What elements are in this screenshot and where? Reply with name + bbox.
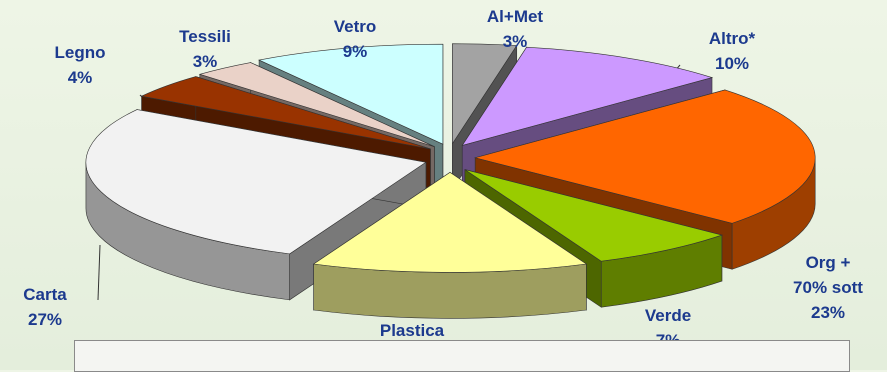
slice-top: [474, 89, 816, 224]
slice-top: [452, 43, 518, 145]
value-label: 3%: [192, 52, 218, 71]
category-label: Legno: [54, 43, 106, 62]
leader-line: [97, 244, 101, 301]
category-label: Vetro: [333, 17, 377, 36]
slice-top: [461, 46, 714, 146]
slice-label: Carta 27%: [0, 282, 115, 332]
slice-top: [198, 62, 435, 147]
slice-top: [312, 172, 588, 273]
slice-label: Org + 70% sott 23%: [758, 250, 887, 325]
slice-top: [464, 169, 723, 262]
slice-top: [140, 76, 431, 150]
footer-box: [74, 340, 850, 372]
value-label: 3%: [502, 32, 528, 51]
slice-label: Legno 4%: [10, 40, 150, 90]
pie-slice: [312, 171, 588, 319]
slice-top: [85, 109, 427, 255]
value-label: 10%: [714, 54, 750, 73]
value-label: 9%: [342, 42, 368, 61]
category-label: Verde: [644, 306, 692, 325]
category-label: Org + 70% sott: [793, 253, 863, 297]
category-label: Altro*: [708, 29, 756, 48]
slice-label: Al+Met 3%: [445, 4, 585, 54]
category-label: Carta: [23, 285, 67, 304]
value-label: 27%: [27, 310, 63, 329]
slice-label: Vetro 9%: [285, 14, 425, 64]
pie-slice: [85, 109, 427, 301]
value-label: 4%: [67, 68, 93, 87]
category-label: Plastica: [379, 321, 445, 340]
value-label: 23%: [810, 303, 846, 322]
category-label: Al+Met: [486, 7, 544, 26]
slice-label: Altro* 10%: [662, 26, 802, 76]
category-label: Tessili: [179, 27, 231, 46]
slice-top: [258, 43, 444, 145]
slice-label: Tessili 3%: [135, 24, 275, 74]
